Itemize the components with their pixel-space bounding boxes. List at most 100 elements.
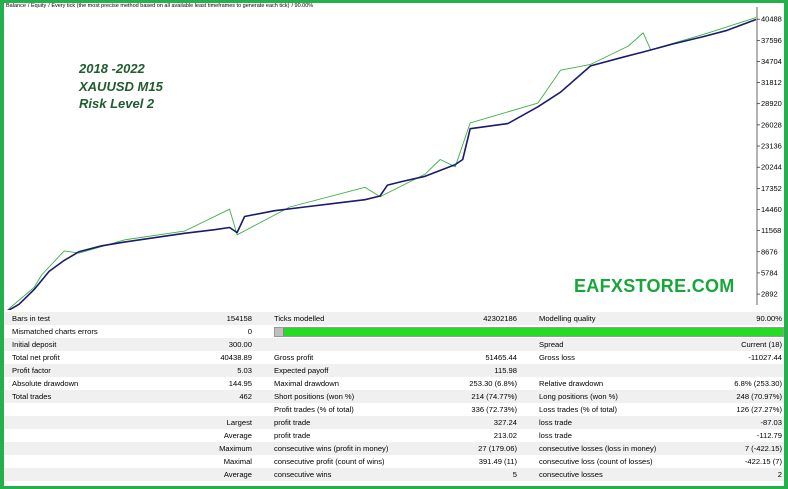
y-tick-label: 14460 bbox=[761, 205, 782, 214]
value-total-trades: 462 bbox=[239, 392, 252, 401]
value-maximal-loss: -422.15 (7) bbox=[744, 457, 782, 466]
label-maximal-loss: consecutive loss (count of losses) bbox=[539, 457, 653, 466]
table-row: Average consecutive wins 5 consecutive l… bbox=[4, 468, 784, 481]
value-gross-profit: 51465.44 bbox=[485, 353, 517, 362]
series-line-balance bbox=[7, 18, 757, 310]
value-profit-trades: 336 (72.73%) bbox=[471, 405, 517, 414]
y-tick-label: 23136 bbox=[761, 142, 782, 151]
chart-legend: Balance / Equity / Every tick (the most pr… bbox=[6, 3, 314, 9]
value-initial-deposit: 300.00 bbox=[228, 340, 252, 349]
annotation-symbol: XAUUSD M15 bbox=[79, 79, 163, 94]
y-tick-label: 37596 bbox=[761, 36, 782, 45]
value-largest-profit: 327.24 bbox=[493, 418, 517, 427]
table-row: Total trades 462 Short positions (won %)… bbox=[4, 390, 784, 403]
table-row: Maximal consecutive profit (count of win… bbox=[4, 455, 784, 468]
table-row: Largest profit trade 327.24 loss trade -… bbox=[4, 416, 784, 429]
label-total-trades: Total trades bbox=[12, 392, 52, 401]
label-largest-profit: profit trade bbox=[274, 418, 311, 427]
value-average-profit: 213.02 bbox=[493, 431, 517, 440]
label-gross-loss: Gross loss bbox=[539, 353, 575, 362]
table-row: Profit factor 5.03 Expected payoff 115.9… bbox=[4, 364, 784, 377]
y-tick-label: 2892 bbox=[761, 290, 778, 299]
value-maximal-profit: 391.49 (11) bbox=[478, 457, 517, 466]
table-row: Total net profit 40438.89 Gross profit 5… bbox=[4, 351, 784, 364]
value-avg-cons-wins: 5 bbox=[512, 470, 517, 479]
value-long-positions: 248 (70.97%) bbox=[736, 392, 782, 401]
value-short-positions: 214 (74.77%) bbox=[471, 392, 517, 401]
label-average: Average bbox=[223, 431, 252, 440]
table-row: Absolute drawdown 144.95 Maximal drawdow… bbox=[4, 377, 784, 390]
progress-knob bbox=[275, 328, 284, 336]
value-abs-drawdown: 144.95 bbox=[228, 379, 252, 388]
y-tick-label: 28920 bbox=[761, 99, 782, 108]
label-avg-cons-losses: consecutive losses bbox=[539, 470, 603, 479]
value-mismatched: 0 bbox=[247, 327, 252, 336]
label-net-profit: Total net profit bbox=[12, 353, 60, 362]
label-modelling-quality: Modelling quality bbox=[539, 314, 596, 323]
y-tick-label: 20244 bbox=[761, 163, 782, 172]
label-largest: Largest bbox=[226, 418, 252, 427]
label-initial-deposit: Initial deposit bbox=[12, 340, 57, 349]
value-modelling-quality: 90.00% bbox=[756, 314, 782, 323]
label-short-positions: Short positions (won %) bbox=[274, 392, 355, 401]
y-tick-label: 8676 bbox=[761, 247, 778, 256]
y-tick-label: 34704 bbox=[761, 57, 782, 66]
label-maximal: Maximal bbox=[223, 457, 252, 466]
report-frame: 2892 5784 8676 11568 14460 17352 20244 23136 260… bbox=[4, 3, 784, 486]
label-max-cons-losses: consecutive losses (loss in money) bbox=[539, 444, 657, 453]
chart-svg: 2892 5784 8676 11568 14460 17352 20244 23136 260… bbox=[6, 7, 782, 310]
value-largest-loss: -87.03 bbox=[760, 418, 782, 427]
value-spread: Current (18) bbox=[741, 340, 782, 349]
legend-quality: 90.00% bbox=[294, 3, 314, 9]
brand-watermark: EAFXSTORE.COM bbox=[574, 276, 735, 296]
equity-chart: 2892 5784 8676 11568 14460 17352 20244 23136 260… bbox=[4, 3, 784, 310]
label-gross-profit: Gross profit bbox=[274, 353, 314, 362]
y-tick-label: 5784 bbox=[761, 268, 778, 277]
label-average-loss: loss trade bbox=[539, 431, 572, 440]
value-max-cons-wins: 27 (179.06) bbox=[478, 444, 517, 453]
label-max-drawdown: Maximal drawdown bbox=[274, 379, 339, 388]
label-rel-drawdown: Relative drawdown bbox=[539, 379, 604, 388]
label-average-cons: Average bbox=[223, 470, 252, 479]
table-row: Bars in test 154158 Ticks modelled 42302… bbox=[4, 312, 784, 325]
value-max-drawdown: 253.30 (6.8%) bbox=[469, 379, 517, 388]
value-gross-loss: -11027.44 bbox=[748, 353, 782, 362]
value-average-loss: -112.79 bbox=[756, 431, 782, 440]
label-maximal-profit: consecutive profit (count of wins) bbox=[274, 457, 385, 466]
label-long-positions: Long positions (won %) bbox=[539, 392, 618, 401]
y-tick-label: 40488 bbox=[761, 15, 782, 24]
label-bars-in-test: Bars in test bbox=[12, 314, 50, 323]
value-ticks-modelled: 42302186 bbox=[483, 314, 517, 323]
value-rel-drawdown: 6.8% (253.30) bbox=[734, 379, 782, 388]
y-tick-label: 11568 bbox=[761, 226, 781, 235]
label-max-cons-wins: consecutive wins (profit in money) bbox=[274, 444, 389, 453]
value-max-cons-losses: 7 (-422.15) bbox=[744, 444, 782, 453]
legend-equity: Equity bbox=[30, 3, 47, 9]
table-row: Average profit trade 213.02 loss trade -… bbox=[4, 429, 784, 442]
annotation-years: 2018 -2022 bbox=[79, 61, 145, 76]
value-expected-payoff: 115.98 bbox=[494, 366, 517, 375]
label-avg-cons-wins: consecutive wins bbox=[274, 470, 332, 479]
label-spread: Spread bbox=[539, 340, 564, 349]
y-tick-label: 31812 bbox=[761, 78, 782, 87]
value-loss-trades: 126 (27.27%) bbox=[736, 405, 782, 414]
annotation-risk: Risk Level 2 bbox=[79, 96, 155, 111]
legend-info: Every tick (the most precise method base… bbox=[51, 3, 290, 9]
legend-balance: Balance bbox=[6, 3, 26, 9]
label-ticks-modelled: Ticks modelled bbox=[274, 314, 325, 323]
value-profit-factor: 5.03 bbox=[237, 366, 252, 375]
label-maximum: Maximum bbox=[219, 444, 252, 453]
label-largest-loss: loss trade bbox=[539, 418, 572, 427]
table-row: Initial deposit 300.00 Spread Current (1… bbox=[4, 338, 784, 351]
label-mismatched: Mismatched charts errors bbox=[12, 327, 98, 336]
label-profit-factor: Profit factor bbox=[12, 366, 51, 375]
label-expected-payoff: Expected payoff bbox=[274, 366, 329, 375]
modelling-quality-bar bbox=[274, 327, 784, 337]
value-bars-in-test: 154158 bbox=[226, 314, 252, 323]
value-avg-cons-losses: 2 bbox=[777, 470, 782, 479]
y-tick-label: 26028 bbox=[761, 120, 782, 129]
table-row: Mismatched charts errors 0 bbox=[4, 325, 784, 338]
label-average-profit: profit trade bbox=[274, 431, 311, 440]
label-abs-drawdown: Absolute drawdown bbox=[12, 379, 79, 388]
report-table: Bars in test 154158 Ticks modelled 42302… bbox=[4, 312, 784, 486]
